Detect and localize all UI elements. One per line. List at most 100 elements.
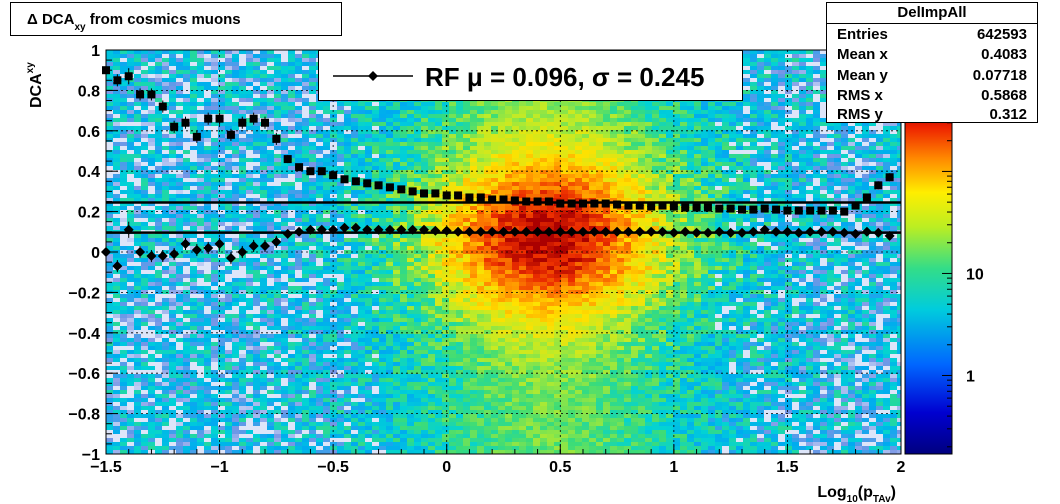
data-point <box>248 240 259 251</box>
y-tick-label: 1 <box>91 43 100 60</box>
data-point <box>373 224 384 235</box>
data-point <box>702 227 713 238</box>
data-point <box>714 226 725 237</box>
data-point <box>600 226 611 237</box>
colorbar-axis: 10 1 <box>942 122 984 448</box>
data-point <box>430 225 441 236</box>
stats-row-mean-x: Mean x 0.4083 <box>837 46 1027 63</box>
data-point <box>453 226 464 237</box>
y-tick-label: 0.6 <box>78 124 100 141</box>
data-point <box>488 195 497 204</box>
data-point <box>283 155 292 164</box>
data-point <box>555 226 566 237</box>
data-point <box>783 206 792 215</box>
data-point <box>544 197 553 206</box>
data-point <box>464 226 475 237</box>
y-axis: 1 0.8 0.6 0.4 0.2 0 −0.2 −0.4 −0.6 −0.8 −1 <box>68 43 118 464</box>
y-tick-label: −1 <box>82 447 100 464</box>
data-point <box>612 226 623 237</box>
data-point <box>850 228 861 239</box>
y-tick-label: 0.4 <box>78 164 100 181</box>
data-point <box>623 226 634 237</box>
data-point <box>249 114 258 123</box>
data-point <box>317 167 326 176</box>
data-point <box>873 227 884 238</box>
data-point <box>203 242 214 253</box>
data-point <box>749 205 758 214</box>
y-tick-label: −0.6 <box>68 366 100 383</box>
data-point <box>384 224 395 235</box>
data-point <box>305 224 316 235</box>
data-point <box>590 199 599 208</box>
heatmap <box>106 50 901 454</box>
data-point <box>225 253 236 264</box>
data-point <box>431 189 440 198</box>
data-point <box>147 90 156 99</box>
x-tick-label: 2 <box>897 459 906 476</box>
data-point <box>647 202 656 211</box>
data-point <box>668 227 679 238</box>
data-point <box>181 118 190 127</box>
data-point <box>306 167 315 176</box>
data-point <box>136 90 145 99</box>
data-point <box>817 206 826 215</box>
data-point <box>635 201 644 210</box>
y-axis-label: DCAxy <box>25 62 45 108</box>
y-tick-label: 0.8 <box>78 83 100 100</box>
x-axis: −1.5 −1 −0.5 0 0.5 1 1.5 2 <box>90 444 906 476</box>
data-point <box>397 185 406 194</box>
data-point <box>396 224 407 235</box>
mu-series <box>101 221 895 273</box>
data-point <box>271 236 282 247</box>
data-point <box>839 227 850 238</box>
data-point <box>861 226 872 237</box>
data-point <box>363 179 372 188</box>
data-point <box>351 177 360 186</box>
x-tick-label: −1 <box>210 459 228 476</box>
grid <box>106 50 901 454</box>
x-axis-label: Log10(pTAv) <box>817 484 896 504</box>
data-point <box>532 226 543 237</box>
data-point <box>441 225 452 236</box>
data-point <box>658 201 667 210</box>
data-point <box>681 203 690 212</box>
data-point <box>214 238 225 249</box>
colorbar-label: 10 <box>966 266 984 283</box>
chart-title: Δ DCAxy from cosmics muons <box>27 11 241 33</box>
stats-row-mean-y: Mean y 0.07718 <box>837 67 1027 84</box>
title-box: Δ DCAxy from cosmics muons <box>10 2 342 36</box>
data-point <box>885 173 894 182</box>
x-tick-label: 1.5 <box>776 459 798 476</box>
data-point <box>725 227 736 238</box>
data-point <box>680 226 691 237</box>
data-point <box>793 227 804 238</box>
data-point <box>657 226 668 237</box>
data-point <box>350 222 361 233</box>
data-point <box>509 226 520 237</box>
data-point <box>123 224 134 235</box>
data-point <box>328 224 339 235</box>
data-point <box>760 204 769 213</box>
data-point <box>180 238 191 249</box>
data-point <box>782 226 793 237</box>
data-point <box>579 199 587 208</box>
data-point <box>407 224 418 235</box>
data-point <box>748 226 759 237</box>
x-tick-label: 1 <box>669 459 678 476</box>
data-point <box>703 203 712 212</box>
data-point <box>521 226 532 237</box>
data-point <box>374 181 383 190</box>
data-point <box>499 195 508 204</box>
data-point <box>192 132 201 141</box>
x-tick-label: 0 <box>442 459 451 476</box>
data-point <box>589 226 600 237</box>
data-point <box>419 224 429 235</box>
stats-box: DelImpAll Entries 642593 Mean x 0.4083 Mea… <box>826 2 1038 123</box>
data-point <box>827 226 838 237</box>
data-point <box>806 206 815 215</box>
data-point <box>124 72 133 81</box>
data-point <box>169 249 180 260</box>
data-point <box>556 199 565 208</box>
data-point <box>294 226 305 237</box>
data-point <box>170 122 179 131</box>
